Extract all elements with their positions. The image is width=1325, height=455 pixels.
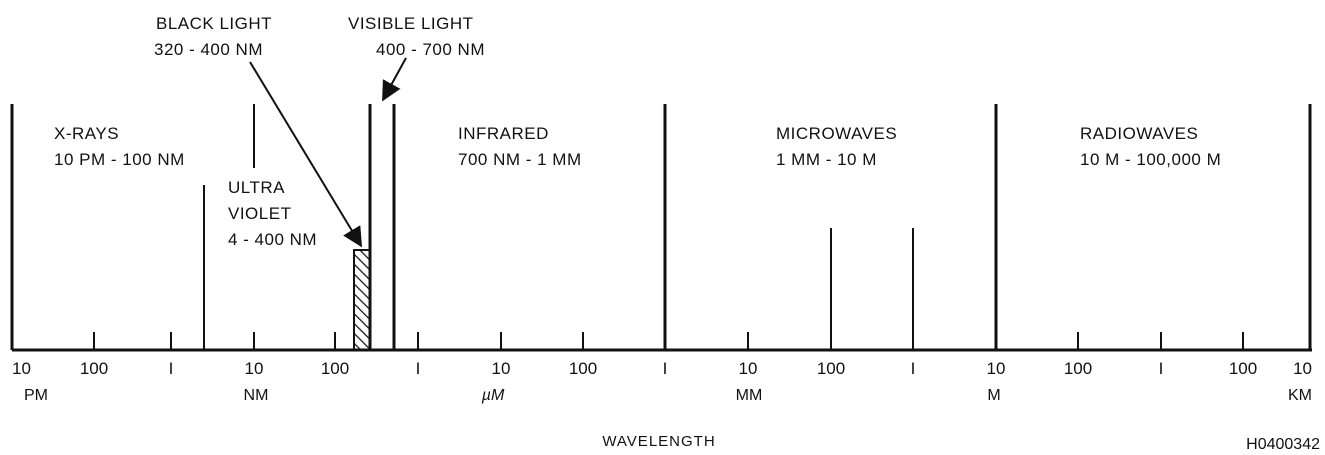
tick-label: 100 bbox=[1064, 359, 1092, 378]
unit-label-mm: MM bbox=[736, 387, 763, 404]
tick-label: 10 bbox=[245, 359, 264, 378]
microwaves-range: 1 MM - 10 M bbox=[776, 150, 877, 169]
infrared-label: INFRARED bbox=[458, 124, 549, 143]
tick-label: 10 bbox=[12, 359, 31, 378]
black-light-region bbox=[353, 249, 371, 351]
figure-id: H0400342 bbox=[1246, 436, 1320, 453]
tick-label: 10 bbox=[739, 359, 758, 378]
xrays-range: 10 PM - 100 NM bbox=[54, 150, 185, 169]
tick-label: 100 bbox=[80, 359, 108, 378]
visible-light-arrow bbox=[382, 57, 407, 102]
tick-label: I bbox=[416, 359, 421, 378]
tick-label: 100 bbox=[817, 359, 845, 378]
unit-label-km: KM bbox=[1288, 387, 1312, 404]
minor-ticks bbox=[93, 332, 1244, 350]
tick-label: 100 bbox=[321, 359, 349, 378]
infrared-range: 700 NM - 1 MM bbox=[458, 150, 582, 169]
radiowaves-label: RADIOWAVES bbox=[1080, 124, 1198, 143]
tick-label: I bbox=[1159, 359, 1164, 378]
visible-light-title: VISIBLE LIGHT bbox=[348, 14, 474, 33]
axis-label-wavelength: WAVELENGTH bbox=[602, 433, 715, 450]
unit-label-m: M bbox=[987, 387, 1000, 404]
tick-label: I bbox=[169, 359, 174, 378]
tick-label: I bbox=[663, 359, 668, 378]
tick-label: 10 bbox=[492, 359, 511, 378]
microwaves-label: MICROWAVES bbox=[776, 124, 897, 143]
tick-label: 10 bbox=[1293, 359, 1312, 378]
tick-labels: 10 100 I 10 100 I 10 100 I 10 100 I 10 1… bbox=[12, 359, 1312, 378]
visible-light-range: 400 - 700 NM bbox=[376, 40, 485, 59]
black-light-range: 320 - 400 NM bbox=[154, 40, 263, 59]
xrays-label: X-RAYS bbox=[54, 124, 119, 143]
unit-label-pm: PM bbox=[24, 387, 48, 404]
unit-labels: PM NM µM MM M KM bbox=[24, 387, 1312, 404]
ultraviolet-label-2: VIOLET bbox=[228, 204, 291, 223]
ultraviolet-range: 4 - 400 NM bbox=[228, 230, 317, 249]
tick-label: I bbox=[911, 359, 916, 378]
unit-label-um: µM bbox=[481, 387, 505, 404]
tick-label: 10 bbox=[987, 359, 1006, 378]
radiowaves-range: 10 M - 100,000 M bbox=[1080, 150, 1221, 169]
black-light-title: BLACK LIGHT bbox=[156, 14, 272, 33]
unit-label-nm: NM bbox=[244, 387, 269, 404]
ultraviolet-label-1: ULTRA bbox=[228, 178, 285, 197]
tick-label: 100 bbox=[569, 359, 597, 378]
black-light-arrow bbox=[249, 61, 363, 248]
tick-label: 100 bbox=[1229, 359, 1257, 378]
